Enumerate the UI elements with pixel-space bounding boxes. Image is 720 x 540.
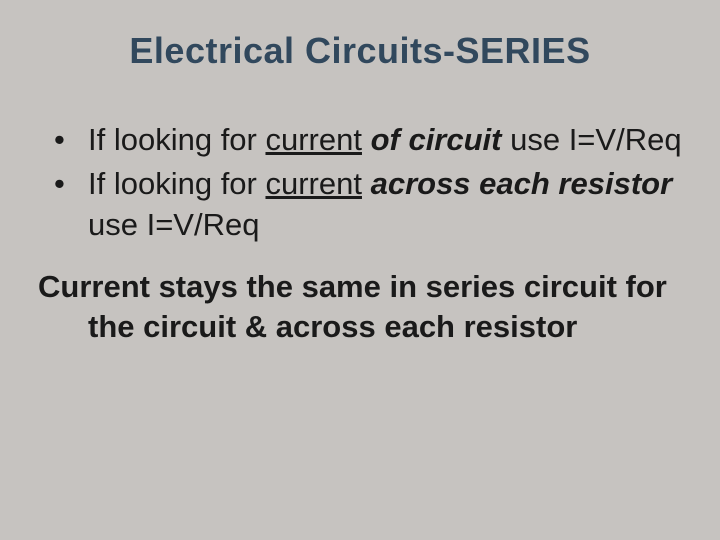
bullet-item: If looking for current of circuit use I=… [38, 120, 682, 160]
bullet-text-suffix: use I=V/Req [501, 122, 681, 157]
bullet-text-underlined: current [265, 166, 361, 201]
bullet-text-suffix: use I=V/Req [88, 207, 259, 242]
bullet-item: If looking for current across each resis… [38, 164, 682, 245]
summary-text: Current stays the same in series circuit… [38, 267, 682, 348]
bullet-text-emphasis: across each resistor [362, 166, 672, 201]
bullet-text-prefix: If looking for [88, 166, 265, 201]
bullet-text-prefix: If looking for [88, 122, 265, 157]
bullet-text-emphasis: of circuit [362, 122, 502, 157]
slide-title: Electrical Circuits-SERIES [38, 30, 682, 72]
bullet-list: If looking for current of circuit use I=… [38, 120, 682, 245]
bullet-text-underlined: current [265, 122, 361, 157]
